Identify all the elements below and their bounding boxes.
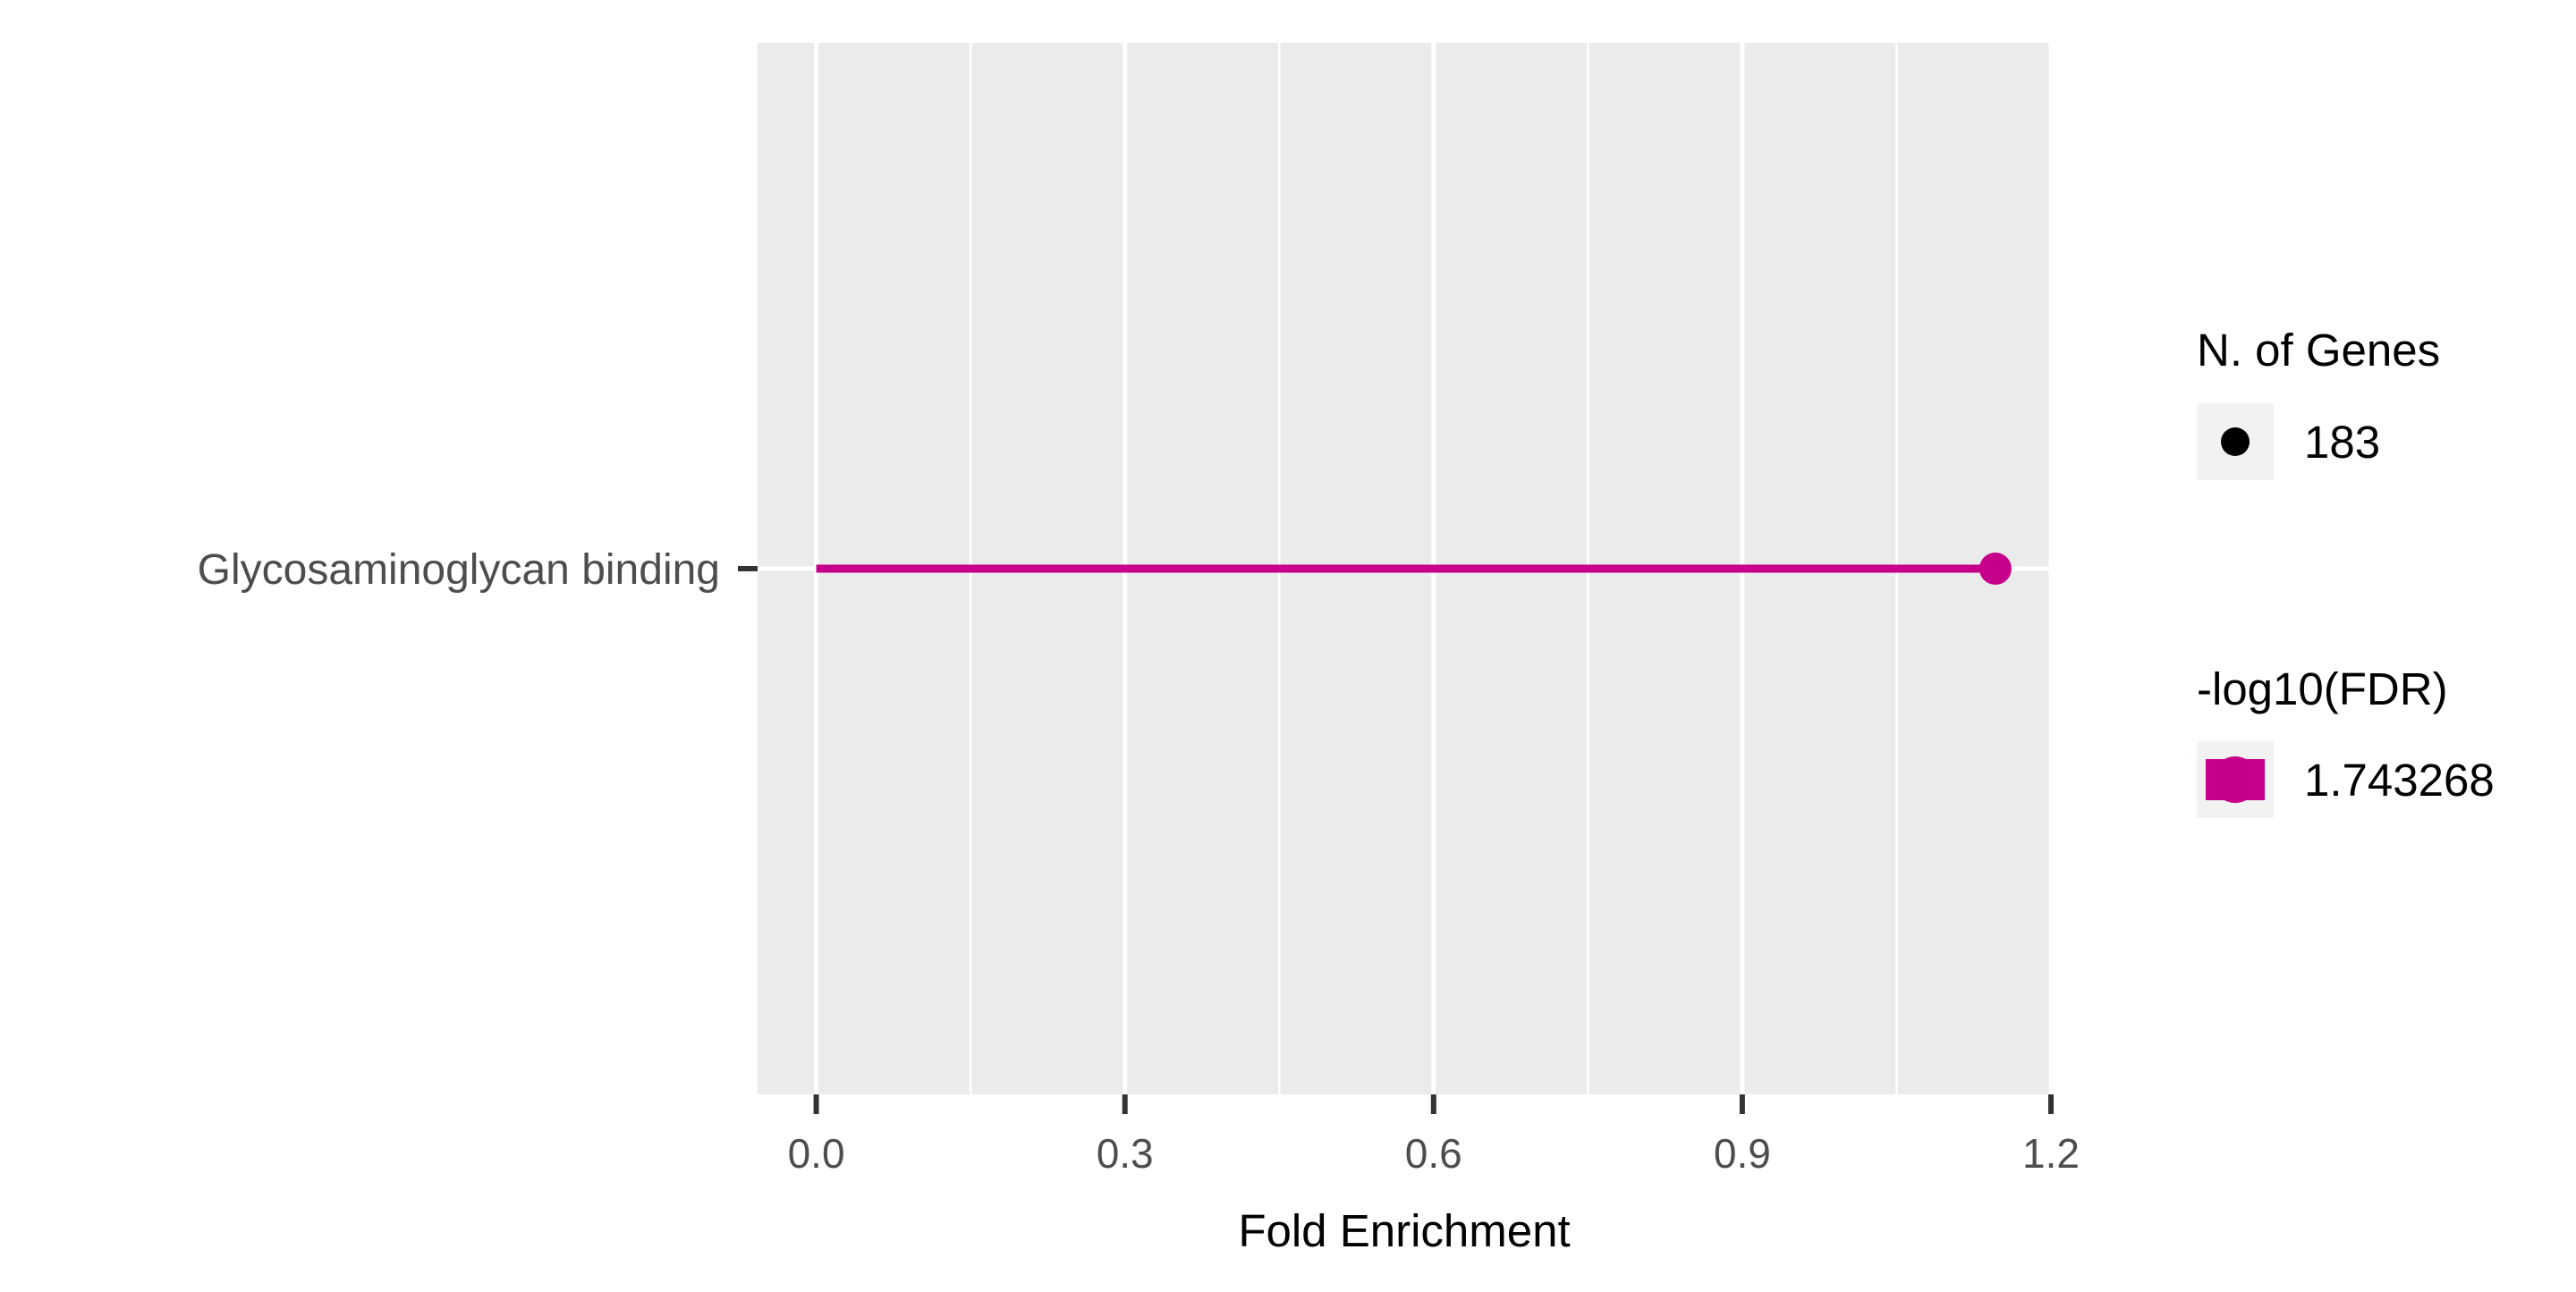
x-axis-title: Fold Enrichment: [1238, 1205, 1570, 1256]
legend-size-key-icon: [2221, 427, 2250, 456]
legend-color-key-icon: [2212, 756, 2258, 803]
x-tick-label: 0.9: [1714, 1130, 1771, 1177]
legend: N. of Genes 183 -log10(FDR) 1.743268: [2197, 325, 2495, 818]
x-tick-label: 0.3: [1097, 1130, 1154, 1177]
y-category-label: Glycosaminoglycan binding: [198, 546, 720, 594]
x-tick-label: 1.2: [2022, 1130, 2080, 1177]
legend-color-label: 1.743268: [2304, 755, 2495, 806]
axes: 0.0 0.3 0.6 0.9 1.2 Glycosaminoglycan binding: [198, 546, 2080, 1177]
legend-size-title: N. of Genes: [2197, 325, 2440, 376]
lollipop-point: [1979, 553, 2012, 585]
legend-color-title: -log10(FDR): [2197, 663, 2448, 714]
x-tick-label: 0.6: [1405, 1130, 1462, 1177]
legend-size-label: 183: [2304, 417, 2380, 468]
x-tick-label: 0.0: [788, 1130, 845, 1177]
data-marks: [816, 553, 2012, 585]
